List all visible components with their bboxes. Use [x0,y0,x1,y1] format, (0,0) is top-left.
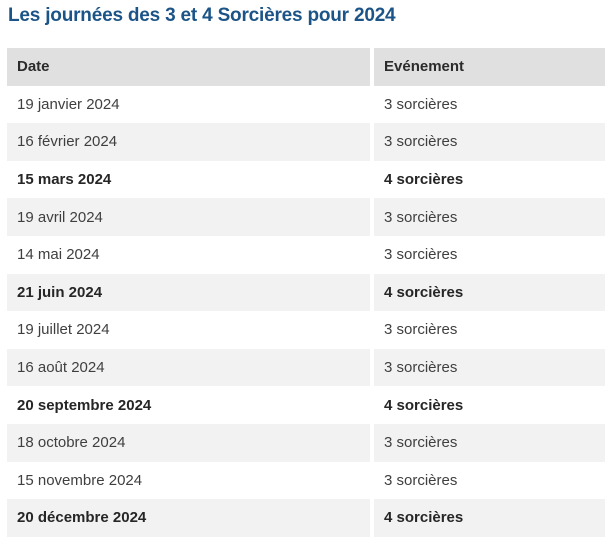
date-cell: 16 août 2024 [7,348,374,387]
date-cell: 18 octobre 2024 [7,423,374,462]
event-cell: 4 sorcières [372,273,605,312]
table-row: 18 octobre 2024 3 sorcières [7,423,605,462]
page-content: Les journées des 3 et 4 Sorcières pour 2… [0,4,612,537]
event-cell: 3 sorcières [372,85,605,124]
table-row: 15 novembre 2024 3 sorcières [7,461,605,500]
table-header: Date Evénement [7,48,605,86]
table-row: 19 juillet 2024 3 sorcières [7,311,605,349]
event-cell: 4 sorcières [372,160,605,199]
table-row: 21 juin 2024 4 sorcières [7,273,605,312]
event-cell: 3 sorcières [372,423,605,462]
page-title: Les journées des 3 et 4 Sorcières pour 2… [8,5,396,26]
table-row: 19 avril 2024 3 sorcières [7,198,605,236]
event-cell: 3 sorcières [372,461,605,500]
date-cell: 20 septembre 2024 [7,386,374,424]
witching-days-table: Date Evénement 19 janvier 2024 3 sorcière… [7,48,605,537]
event-cell: 4 sorcières [372,386,605,424]
table-row: 19 janvier 2024 3 sorcières [7,85,605,124]
header-row: Date Evénement [7,48,605,86]
date-cell: 16 février 2024 [7,123,374,161]
table-row: 16 février 2024 3 sorcières [7,123,605,161]
date-cell: 20 décembre 2024 [7,499,374,537]
date-cell: 14 mai 2024 [7,235,374,274]
event-cell: 3 sorcières [372,198,605,236]
event-cell: 4 sorcières [372,499,605,537]
table-body: 19 janvier 2024 3 sorcières 16 février 202… [7,85,605,537]
table-row: 15 mars 2024 4 sorcières [7,160,605,199]
column-header-event: Evénement [372,48,605,86]
date-cell: 15 mars 2024 [7,160,374,199]
event-cell: 3 sorcières [372,311,605,349]
table-row: 16 août 2024 3 sorcières [7,348,605,387]
table-row: 14 mai 2024 3 sorcières [7,235,605,274]
table-row: 20 décembre 2024 4 sorcières [7,499,605,537]
event-cell: 3 sorcières [372,348,605,387]
date-cell: 15 novembre 2024 [7,461,374,500]
date-cell: 19 avril 2024 [7,198,374,236]
date-cell: 19 juillet 2024 [7,311,374,349]
event-cell: 3 sorcières [372,123,605,161]
event-cell: 3 sorcières [372,235,605,274]
date-cell: 19 janvier 2024 [7,85,374,124]
date-cell: 21 juin 2024 [7,273,374,312]
column-header-date: Date [7,48,374,86]
table-row: 20 septembre 2024 4 sorcières [7,386,605,424]
